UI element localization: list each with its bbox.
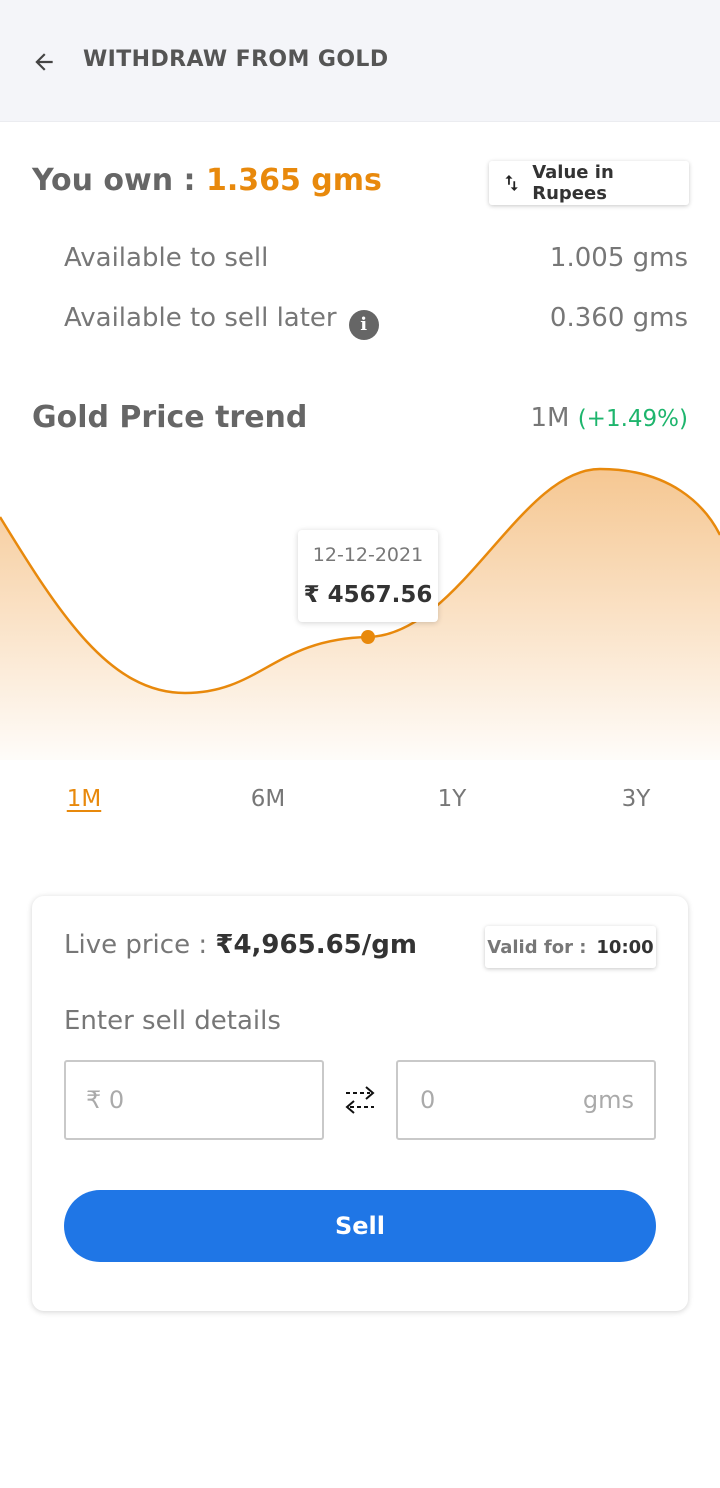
live-price-label: Live price : [64, 930, 216, 960]
available-later-value: 0.360 gms [549, 303, 688, 333]
info-icon[interactable]: i [348, 310, 379, 340]
live-price-value: ₹4,965.65/gm [215, 930, 417, 960]
sell-card: Live price : ₹4,965.65/gm Valid for : 10:… [32, 896, 688, 1311]
gold-price-trend-title: Gold Price trend [32, 400, 308, 435]
grams-unit-label: gms [582, 1086, 634, 1114]
tooltip-price: ₹ 4567.56 [303, 582, 433, 608]
live-price: Live price : ₹4,965.65/gm [64, 930, 417, 960]
owned-gold-value: 1.365 gms [205, 163, 382, 198]
trend-summary: 1M (+1.49%) [530, 403, 688, 433]
gold-price-chart[interactable] [0, 455, 720, 765]
rupee-amount-input[interactable]: ₹ 0 [64, 1060, 324, 1140]
back-button[interactable] [24, 42, 64, 82]
period-tab-6m[interactable]: 6M [250, 786, 286, 812]
grams-amount-input[interactable]: 0 gms [396, 1060, 656, 1140]
rupee-amount-placeholder: ₹ 0 [86, 1086, 125, 1114]
price-validity-badge: Valid for : 10:00 [485, 926, 656, 968]
chart-tooltip: 12-12-2021 ₹ 4567.56 [298, 530, 438, 622]
app-header: WITHDRAW FROM GOLD [0, 0, 720, 122]
chart-area-fill [0, 469, 720, 760]
valid-for-label: Valid for : [487, 936, 587, 958]
value-in-rupees-label: Value in Rupees [532, 162, 614, 204]
chart-selected-point[interactable] [361, 630, 375, 644]
value-in-rupees-toggle[interactable]: Value in Rupees [489, 161, 689, 205]
period-tab-3y[interactable]: 3Y [621, 786, 651, 812]
owned-gold: You own : 1.365 gms [32, 163, 382, 198]
trend-period: 1M [530, 403, 570, 433]
available-later-label: Available to sell later [64, 303, 337, 333]
swap-horizontal-icon[interactable] [340, 1082, 380, 1118]
tooltip-date: 12-12-2021 [312, 544, 424, 566]
available-to-sell-value: 1.005 gms [549, 243, 688, 273]
available-later-row: Available to sell later i [64, 303, 379, 340]
owned-gold-label: You own : [32, 163, 206, 198]
trend-change: (+1.49%) [577, 406, 688, 432]
valid-timer: 10:00 [596, 936, 654, 958]
grams-amount-placeholder: 0 [420, 1086, 436, 1114]
sell-button[interactable]: Sell [64, 1190, 656, 1262]
period-tab-1y[interactable]: 1Y [437, 786, 467, 812]
arrow-left-icon [35, 53, 53, 71]
swap-vertical-icon [505, 175, 518, 191]
available-to-sell-label: Available to sell [64, 243, 269, 273]
enter-sell-details-label: Enter sell details [64, 1006, 281, 1036]
page-title: WITHDRAW FROM GOLD [83, 47, 389, 72]
period-tab-1m[interactable]: 1M [66, 786, 102, 812]
